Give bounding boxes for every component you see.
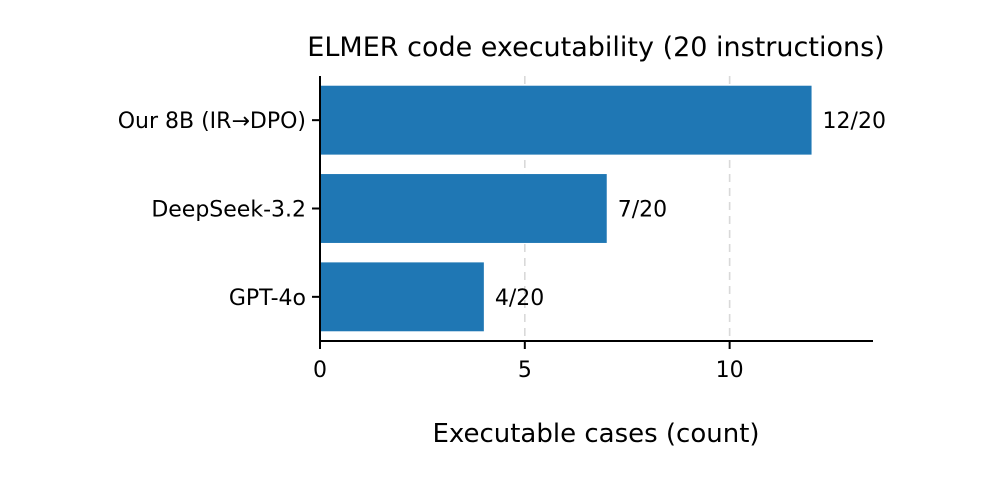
data-labels: 12/20 7/20 4/20: [495, 109, 886, 311]
bar-2: [320, 262, 484, 332]
x-tick-label-2: 10: [716, 358, 744, 383]
x-tick-label-0: 0: [313, 358, 327, 383]
bar-1: [320, 174, 607, 243]
y-ticks: Our 8B (IR→DPO) DeepSeek-3.2 GPT-4o: [118, 109, 320, 311]
data-label-2: 4/20: [495, 286, 544, 311]
data-label-1: 7/20: [618, 198, 667, 223]
y-tick-label-2: GPT-4o: [229, 286, 306, 311]
x-axis-label: Executable cases (count): [432, 419, 759, 449]
x-tick-label-1: 5: [518, 358, 532, 383]
y-tick-label-0: Our 8B (IR→DPO): [118, 109, 306, 134]
chart-title: ELMER code executability (20 instruction…: [307, 32, 884, 63]
bar-0: [320, 85, 812, 155]
bars: [320, 85, 812, 332]
x-ticks: 0 5 10: [313, 341, 744, 383]
y-tick-label-1: DeepSeek-3.2: [151, 198, 306, 223]
data-label-0: 12/20: [823, 109, 886, 134]
